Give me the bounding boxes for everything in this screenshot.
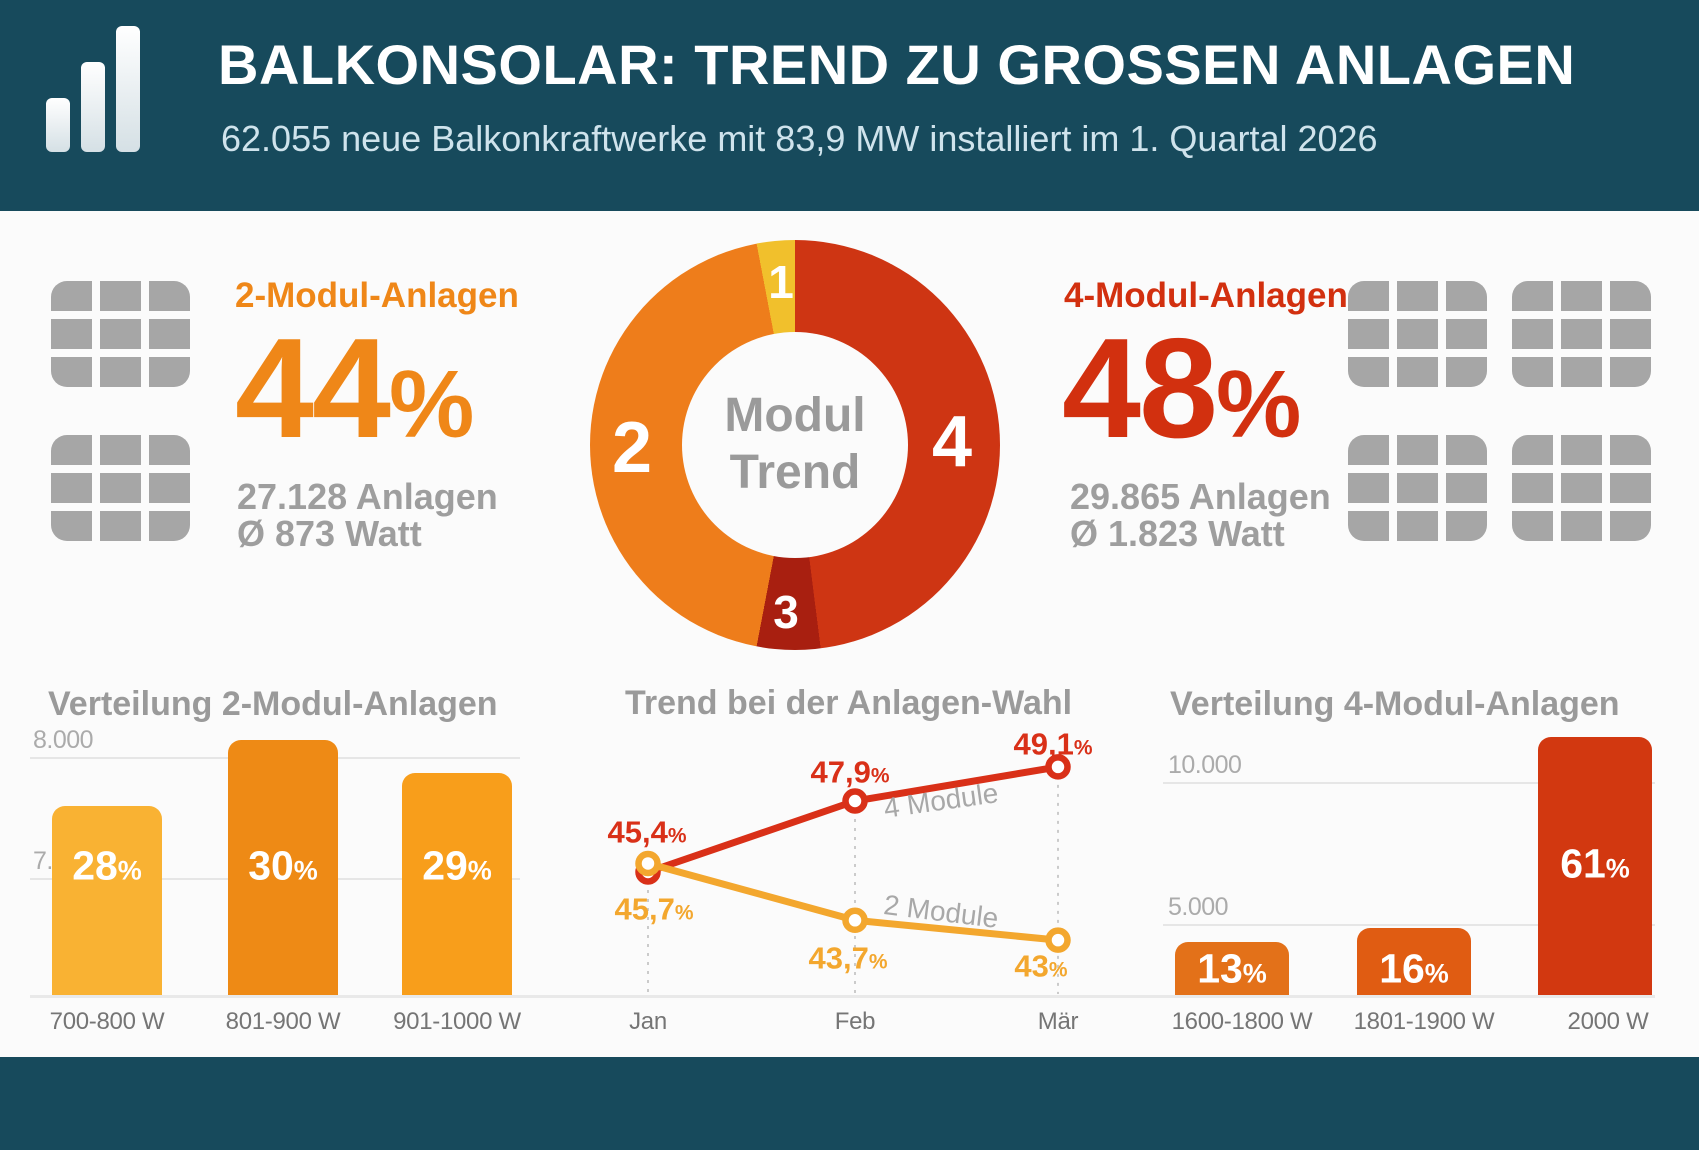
gridline xyxy=(1163,782,1655,784)
stat-left-watt: Ø 873 Watt xyxy=(237,513,422,554)
bar-901-1000 W xyxy=(402,773,512,996)
y-axis-tick-label: 5.000 xyxy=(1168,893,1229,921)
point-value-label: 45,7% xyxy=(614,891,694,927)
point-value-label: 45,4% xyxy=(607,814,687,850)
header: BALKONSOLAR: TREND ZU GROSSEN ANLAGEN 62… xyxy=(0,0,1699,211)
donut-center-label: Modul Trend xyxy=(682,332,908,558)
solar-panel-icon xyxy=(51,435,190,541)
x-axis-category-label: 901-1000 W xyxy=(393,1008,521,1035)
x-axis-category-label: Mär xyxy=(1037,1008,1079,1035)
data-point xyxy=(842,788,868,814)
footer: Daten: MaStR Strom-Report.com/balkonkraf… xyxy=(0,1057,1699,1150)
data-point xyxy=(842,907,868,934)
x-axis-category-label: 2000 W xyxy=(1567,1008,1649,1035)
solar-panel-icon xyxy=(1512,435,1651,541)
bar-700-800 W xyxy=(52,806,162,996)
solar-panel-icon xyxy=(1512,281,1651,387)
stat-left-value: 44% xyxy=(235,309,475,468)
x-axis-category-label: 801-900 W xyxy=(225,1008,341,1035)
bar-value-label: 61% xyxy=(1560,840,1630,887)
solar-panel-icon xyxy=(51,281,190,387)
point-value-label: 43,7% xyxy=(808,940,888,976)
data-point xyxy=(635,859,661,885)
bar-2000 W xyxy=(1538,737,1652,996)
bar-value-label: 29% xyxy=(422,842,492,889)
stat-left-heading: 2-Modul-Anlagen xyxy=(235,276,519,315)
x-axis-category-label: 1801-1900 W xyxy=(1353,1008,1495,1035)
y-axis-tick-label: 8.000 xyxy=(33,726,94,754)
y-axis-tick-label: 10.000 xyxy=(1168,751,1242,779)
bar-value-label: 13% xyxy=(1197,945,1267,992)
x-axis-category-label: 700-800 W xyxy=(49,1008,165,1035)
stat-left-anlagen: 27.128 Anlagen xyxy=(237,476,498,517)
bar-1801-1900 W xyxy=(1357,928,1471,996)
page-subtitle: 62.055 neue Balkonkraftwerke mit 83,9 MW… xyxy=(221,118,1378,159)
x-axis-category-label: Feb xyxy=(834,1008,876,1035)
chart-right-title: Verteilung 4-Modul-Anlagen xyxy=(1170,685,1620,723)
series-label: 2 Module xyxy=(882,889,1001,934)
donut-wedge-label-1: 1 xyxy=(768,256,794,308)
chart-center-title: Trend bei der Anlagen-Wahl xyxy=(625,684,1073,722)
donut-wedge-label-3: 3 xyxy=(773,586,799,638)
bar-801-900 W xyxy=(228,740,338,996)
bar-value-label: 28% xyxy=(72,842,142,889)
stat-right-watt: Ø 1.823 Watt xyxy=(1070,513,1285,554)
x-axis-category-label: Jan xyxy=(629,1008,667,1035)
bar-value-label: 16% xyxy=(1379,945,1449,992)
gridline xyxy=(1163,924,1655,926)
page-title: BALKONSOLAR: TREND ZU GROSSEN ANLAGEN xyxy=(218,33,1576,96)
stat-right-anlagen: 29.865 Anlagen xyxy=(1070,476,1331,517)
bar-value-label: 30% xyxy=(248,842,318,889)
bar-1600-1800 W xyxy=(1175,942,1289,996)
bar-chart-logo-icon xyxy=(46,26,168,152)
point-value-label: 43% xyxy=(1014,948,1068,984)
solar-panel-icon xyxy=(1348,435,1487,541)
point-value-label: 47,9% xyxy=(810,754,890,790)
chart-left-title: Verteilung 2-Modul-Anlagen xyxy=(48,685,498,723)
donut-wedge-label-4: 4 xyxy=(931,402,973,482)
donut-wedge-label-2: 2 xyxy=(611,408,653,488)
x-axis-category-label: 1600-1800 W xyxy=(1171,1008,1313,1035)
data-point xyxy=(1045,927,1071,953)
series-label: 4 Module xyxy=(881,777,1001,824)
point-value-label: 49,1% xyxy=(1013,726,1093,762)
solar-panel-icon xyxy=(1348,281,1487,387)
stat-right-value: 48% xyxy=(1062,309,1302,468)
data-point xyxy=(635,850,661,877)
stat-right-heading: 4-Modul-Anlagen xyxy=(1064,276,1348,315)
x-axis-baseline xyxy=(30,995,1655,998)
